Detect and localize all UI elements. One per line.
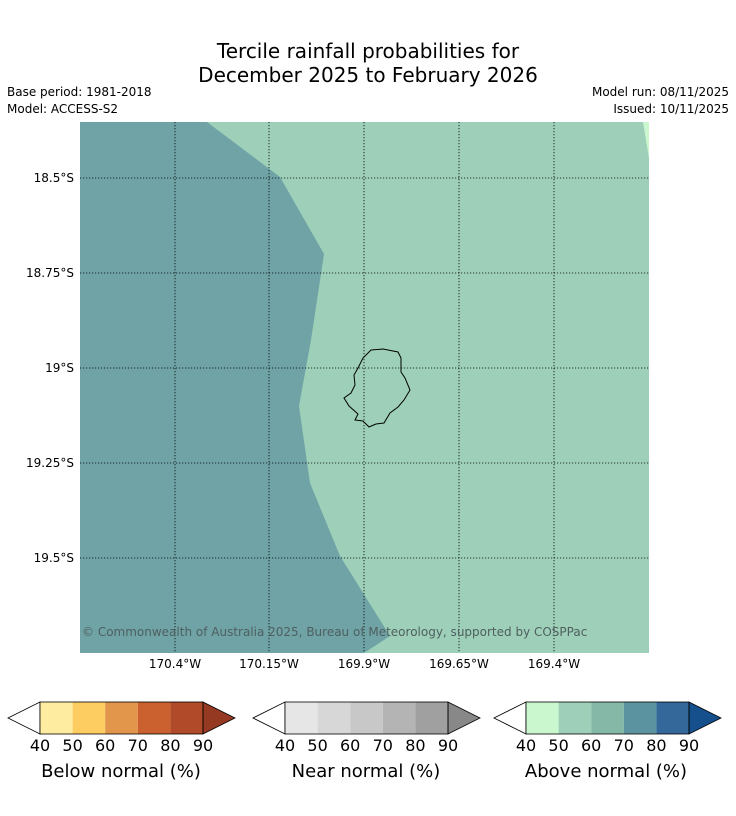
map-region-above-50	[643, 122, 649, 158]
legend-tick-label: 50	[307, 736, 328, 755]
legend-swatch-50-60	[317, 702, 351, 734]
chart-title-line1: Tercile rainfall probabilities for	[216, 39, 520, 63]
meta-right: Model run: 08/11/2025 Issued: 10/11/2025	[592, 84, 729, 118]
legend-swatch-under	[493, 701, 527, 735]
legend-tick-label: 80	[646, 736, 667, 755]
legend-tick-label: 50	[62, 736, 83, 755]
chart-title-line2: December 2025 to February 2026	[198, 63, 538, 87]
legend-tick-label: 60	[340, 736, 361, 755]
legend-tick-label: 70	[127, 736, 148, 755]
model-run: Model run: 08/11/2025	[591, 85, 729, 99]
legend-swatch-50-60	[72, 702, 106, 734]
legend-swatch-70-80	[623, 702, 657, 734]
legend-swatch-50-60	[558, 702, 592, 734]
lon-label-169.9: 169.9°W	[337, 657, 391, 671]
legend-swatch-over	[202, 701, 236, 735]
copyright-notice: © Commonwealth of Australia 2025, Bureau…	[82, 625, 588, 639]
lat-label-19.25: 19.25°S	[26, 456, 74, 470]
lon-label-170.15: 170.15°W	[239, 657, 299, 671]
legend-swatch-under	[252, 701, 286, 735]
legend-outline	[284, 701, 449, 735]
legend-tick-label: 70	[613, 736, 634, 755]
lon-label-169.4: 169.4°W	[527, 657, 581, 671]
legend-swatch-70-80	[382, 702, 416, 734]
gridlines	[80, 122, 649, 653]
legend-swatch-40-50	[285, 702, 318, 734]
legend-swatch-80-90	[415, 702, 448, 734]
legend-swatch-60-70	[105, 702, 138, 734]
legend-swatch-80-90	[170, 702, 203, 734]
legend-tick-label: 90	[437, 736, 459, 755]
legend-tick-label: 60	[581, 736, 602, 755]
model-name: Model: ACCESS-S2	[7, 102, 119, 116]
meta-left: Base period: 1981-2018 Model: ACCESS-S2	[7, 84, 152, 118]
legend-near-normal-title: Near normal (%)	[291, 761, 441, 782]
lat-label-18.75: 18.75°S	[26, 266, 74, 280]
legend-near-normal-bar	[252, 701, 481, 735]
legend-swatch-80-90	[656, 702, 689, 734]
legend-swatch-40-50	[40, 702, 73, 734]
legend-above-normal-title: Above normal (%)	[524, 761, 688, 782]
legend-swatch-70-80	[137, 702, 171, 734]
legend-swatch-60-70	[591, 702, 624, 734]
issued-date: Issued: 10/11/2025	[613, 102, 729, 116]
legend-colorbars	[7, 701, 722, 735]
lon-label-169.65: 169.65°W	[429, 657, 489, 671]
legend-swatch-over	[447, 701, 481, 735]
lat-label-18.5: 18.5°S	[33, 171, 74, 185]
legend-tick-label: 80	[160, 736, 181, 755]
legend-tick-label: 90	[678, 736, 700, 755]
probability-map	[80, 122, 649, 653]
legend-swatch-over	[688, 701, 722, 735]
legend-swatch-60-70	[350, 702, 383, 734]
lat-label-19: 19°S	[45, 361, 74, 375]
legend-outline	[525, 701, 690, 735]
lon-label-170.4: 170.4°W	[148, 657, 202, 671]
legend-above-normal-bar	[493, 701, 722, 735]
legend-swatch-under	[7, 701, 41, 735]
island-coastline	[343, 348, 411, 428]
legend-tick-label: 80	[405, 736, 426, 755]
legend-tick-label: 40	[515, 736, 537, 755]
legend-tick-label: 50	[548, 736, 569, 755]
base-period: Base period: 1981-2018	[7, 85, 152, 99]
legend-tick-label: 40	[29, 736, 51, 755]
legend-outline	[39, 701, 204, 735]
lat-label-19.5: 19.5°S	[33, 551, 74, 565]
legend-tick-label: 60	[95, 736, 116, 755]
legend-tick-label: 40	[274, 736, 296, 755]
legend-swatch-40-50	[526, 702, 559, 734]
legend-tick-label: 70	[372, 736, 393, 755]
legend-below-normal-bar	[7, 701, 236, 735]
legend-below-normal-title: Below normal (%)	[41, 761, 201, 782]
legend-tick-label: 90	[192, 736, 214, 755]
map-region-above-70	[80, 122, 390, 653]
